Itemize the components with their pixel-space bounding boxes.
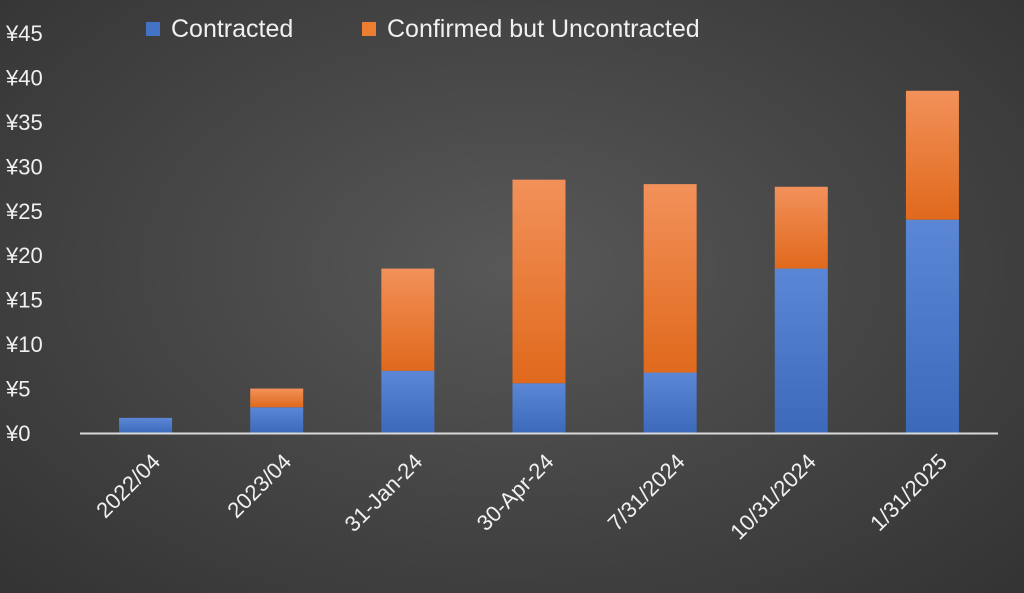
bar-segment-confirmed-uncontracted — [774, 186, 828, 269]
legend-swatch — [362, 22, 376, 36]
bar-segment-confirmed-uncontracted — [512, 179, 566, 384]
y-tick-label: ¥15 — [5, 288, 43, 313]
legend: Contracted Confirmed but Uncontracted — [146, 15, 700, 43]
y-tick-label: ¥35 — [5, 110, 43, 135]
legend-swatch — [146, 22, 160, 36]
bar-segment-contracted — [905, 219, 959, 433]
bar-segment-contracted — [119, 417, 173, 433]
y-tick-label: ¥45 — [5, 21, 43, 46]
x-axis: 2022/04 2023/04 31-Jan-24 30-Apr-24 7/31/202… — [91, 449, 952, 545]
y-tick-label: ¥10 — [5, 332, 43, 357]
bar-segment-contracted — [643, 372, 697, 433]
x-tick-label: 7/31/2024 — [603, 449, 690, 536]
x-tick-label: 10/31/2024 — [725, 449, 821, 545]
bars — [119, 90, 959, 433]
y-tick-label: ¥5 — [5, 377, 30, 402]
bar-segment-contracted — [381, 370, 435, 433]
x-tick-label: 2023/04 — [222, 449, 296, 523]
legend-label: Confirmed but Uncontracted — [387, 15, 700, 43]
bar-segment-contracted — [774, 268, 828, 433]
bar-segment-confirmed-uncontracted — [643, 184, 697, 373]
bar-segment-contracted — [512, 383, 566, 433]
bar-segment-confirmed-uncontracted — [250, 388, 304, 408]
bar-segment-confirmed-uncontracted — [381, 268, 435, 371]
x-tick-label: 2022/04 — [91, 449, 165, 523]
y-axis: ¥0 ¥5 ¥10 ¥15 ¥20 ¥25 ¥30 ¥35 ¥40 ¥45 — [5, 21, 43, 446]
x-tick-label: 30-Apr-24 — [472, 449, 559, 536]
y-tick-label: ¥20 — [5, 243, 43, 268]
y-tick-label: ¥0 — [5, 421, 30, 446]
bar-segment-confirmed-uncontracted — [905, 90, 959, 220]
legend-label: Contracted — [171, 15, 293, 43]
bar-segment-contracted — [250, 407, 304, 433]
x-tick-label: 1/31/2025 — [865, 449, 952, 536]
y-tick-label: ¥25 — [5, 199, 43, 224]
y-tick-label: ¥40 — [5, 65, 43, 90]
x-tick-label: 31-Jan-24 — [340, 449, 428, 537]
y-tick-label: ¥30 — [5, 154, 43, 179]
